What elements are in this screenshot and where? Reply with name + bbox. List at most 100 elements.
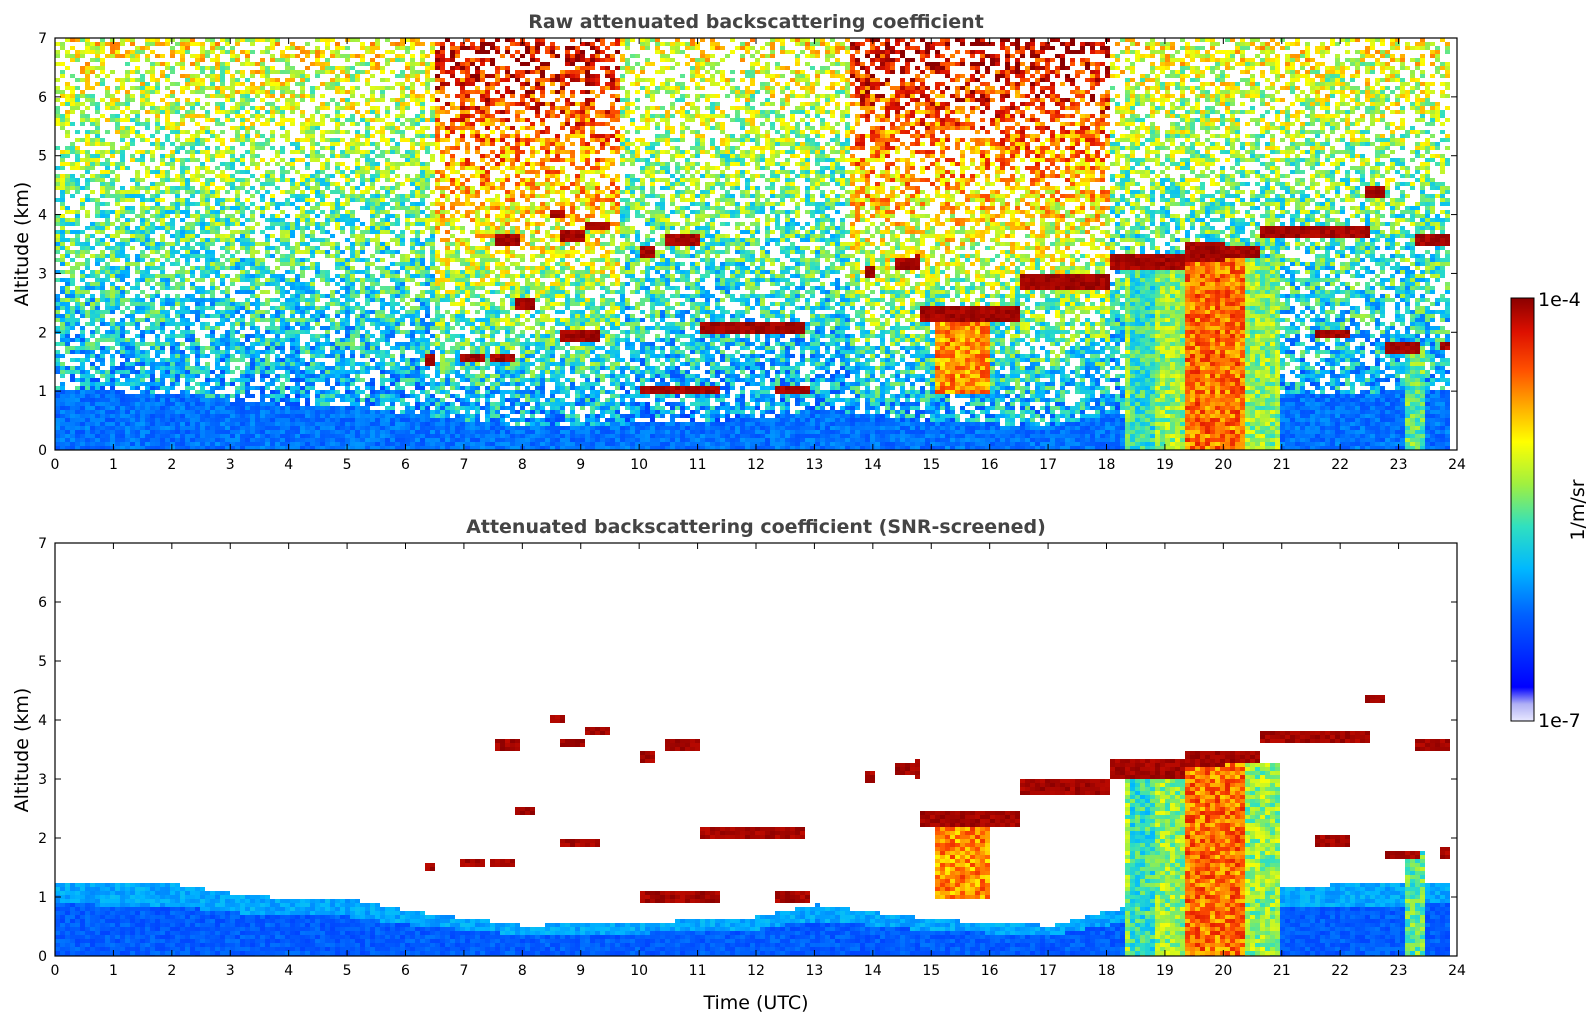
- heatmap-cell: [145, 382, 150, 386]
- heatmap-cell: [230, 146, 235, 150]
- heatmap-cell: [155, 422, 160, 426]
- heatmap-cell: [325, 214, 330, 218]
- heatmap-cell: [395, 282, 400, 286]
- heatmap-cell: [100, 278, 105, 282]
- heatmap-cell: [60, 302, 65, 306]
- heatmap-cell: [345, 174, 350, 178]
- heatmap-cell: [230, 278, 235, 282]
- heatmap-cell: [230, 98, 235, 102]
- heatmap-cell: [60, 290, 65, 294]
- heatmap-cell: [265, 202, 270, 206]
- heatmap-cell: [200, 194, 205, 198]
- heatmap-cell: [330, 146, 335, 150]
- heatmap-cell: [115, 294, 120, 298]
- heatmap-cell: [65, 342, 70, 346]
- heatmap-cell: [125, 70, 130, 74]
- heatmap-cell: [245, 370, 250, 374]
- heatmap-cell: [220, 366, 225, 370]
- heatmap-cell: [250, 98, 255, 102]
- heatmap-cell: [180, 410, 185, 414]
- heatmap-cell: [225, 318, 230, 322]
- heatmap-cell: [160, 74, 165, 78]
- heatmap-cell: [345, 150, 350, 154]
- heatmap-cell: [235, 330, 240, 334]
- heatmap-cell: [150, 102, 155, 106]
- heatmap-cell: [380, 66, 385, 70]
- heatmap-cell: [55, 390, 60, 394]
- heatmap-cell: [115, 194, 120, 198]
- heatmap-cell: [300, 158, 305, 162]
- heatmap-cell: [290, 182, 295, 186]
- heatmap-cell: [105, 54, 110, 58]
- heatmap-cell: [75, 78, 80, 82]
- heatmap-cell: [110, 298, 115, 302]
- heatmap-cell: [300, 290, 305, 294]
- heatmap-cell: [210, 258, 215, 262]
- heatmap-cell: [135, 298, 140, 302]
- heatmap-cell: [350, 286, 355, 290]
- heatmap-cell: [65, 222, 70, 226]
- heatmap-cell: [390, 146, 395, 150]
- heatmap-cell: [405, 50, 410, 54]
- heatmap-cell: [110, 442, 115, 446]
- heatmap-cell: [305, 318, 310, 322]
- heatmap-cell: [195, 174, 200, 178]
- heatmap-cell: [145, 422, 150, 426]
- heatmap-cell: [215, 214, 220, 218]
- heatmap-cell: [225, 218, 230, 222]
- heatmap-cell: [350, 278, 355, 282]
- heatmap-cell: [65, 350, 70, 354]
- heatmap-cell: [405, 118, 410, 122]
- heatmap-cell: [205, 374, 210, 378]
- heatmap-cell: [340, 170, 345, 174]
- heatmap-cell: [200, 58, 205, 62]
- heatmap-cell: [185, 294, 190, 298]
- heatmap-cell: [245, 350, 250, 354]
- heatmap-cell: [80, 422, 85, 426]
- heatmap-cell: [295, 246, 300, 250]
- heatmap-cell: [250, 318, 255, 322]
- heatmap-cell: [380, 298, 385, 302]
- heatmap-cell: [170, 278, 175, 282]
- heatmap-cell: [105, 166, 110, 170]
- heatmap-cell: [395, 322, 400, 326]
- heatmap-cell: [110, 418, 115, 422]
- heatmap-cell: [210, 238, 215, 242]
- heatmap-cell: [265, 302, 270, 306]
- heatmap-cell: [160, 398, 165, 402]
- heatmap-cell: [195, 426, 200, 430]
- heatmap-cell: [65, 442, 70, 446]
- heatmap-cell: [115, 350, 120, 354]
- heatmap-cell: [235, 442, 240, 446]
- heatmap-cell: [250, 310, 255, 314]
- heatmap-cell: [130, 110, 135, 114]
- heatmap-cell: [335, 54, 340, 58]
- heatmap-cell: [100, 202, 105, 206]
- heatmap-cell: [255, 422, 260, 426]
- heatmap-cell: [310, 382, 315, 386]
- heatmap-cell: [335, 210, 340, 214]
- heatmap-cell: [60, 442, 65, 446]
- heatmap-cell: [270, 270, 275, 274]
- heatmap-cell: [175, 270, 180, 274]
- heatmap-cell: [295, 102, 300, 106]
- heatmap-cell: [130, 126, 135, 130]
- heatmap-cell: [270, 222, 275, 226]
- heatmap-cell: [260, 98, 265, 102]
- heatmap-cell: [295, 430, 300, 434]
- heatmap-cell: [235, 346, 240, 350]
- heatmap-cell: [55, 310, 60, 314]
- heatmap-cell: [270, 90, 275, 94]
- heatmap-cell: [165, 286, 170, 290]
- heatmap-cell: [190, 138, 195, 142]
- heatmap-cell: [85, 402, 90, 406]
- heatmap-cell: [175, 146, 180, 150]
- heatmap-cell: [300, 126, 305, 130]
- heatmap-cell: [310, 386, 315, 390]
- heatmap-cell: [360, 350, 365, 354]
- heatmap-cell: [130, 178, 135, 182]
- heatmap-cell: [95, 242, 100, 246]
- heatmap-cell: [150, 242, 155, 246]
- heatmap-cell: [400, 134, 405, 138]
- heatmap-cell: [290, 46, 295, 50]
